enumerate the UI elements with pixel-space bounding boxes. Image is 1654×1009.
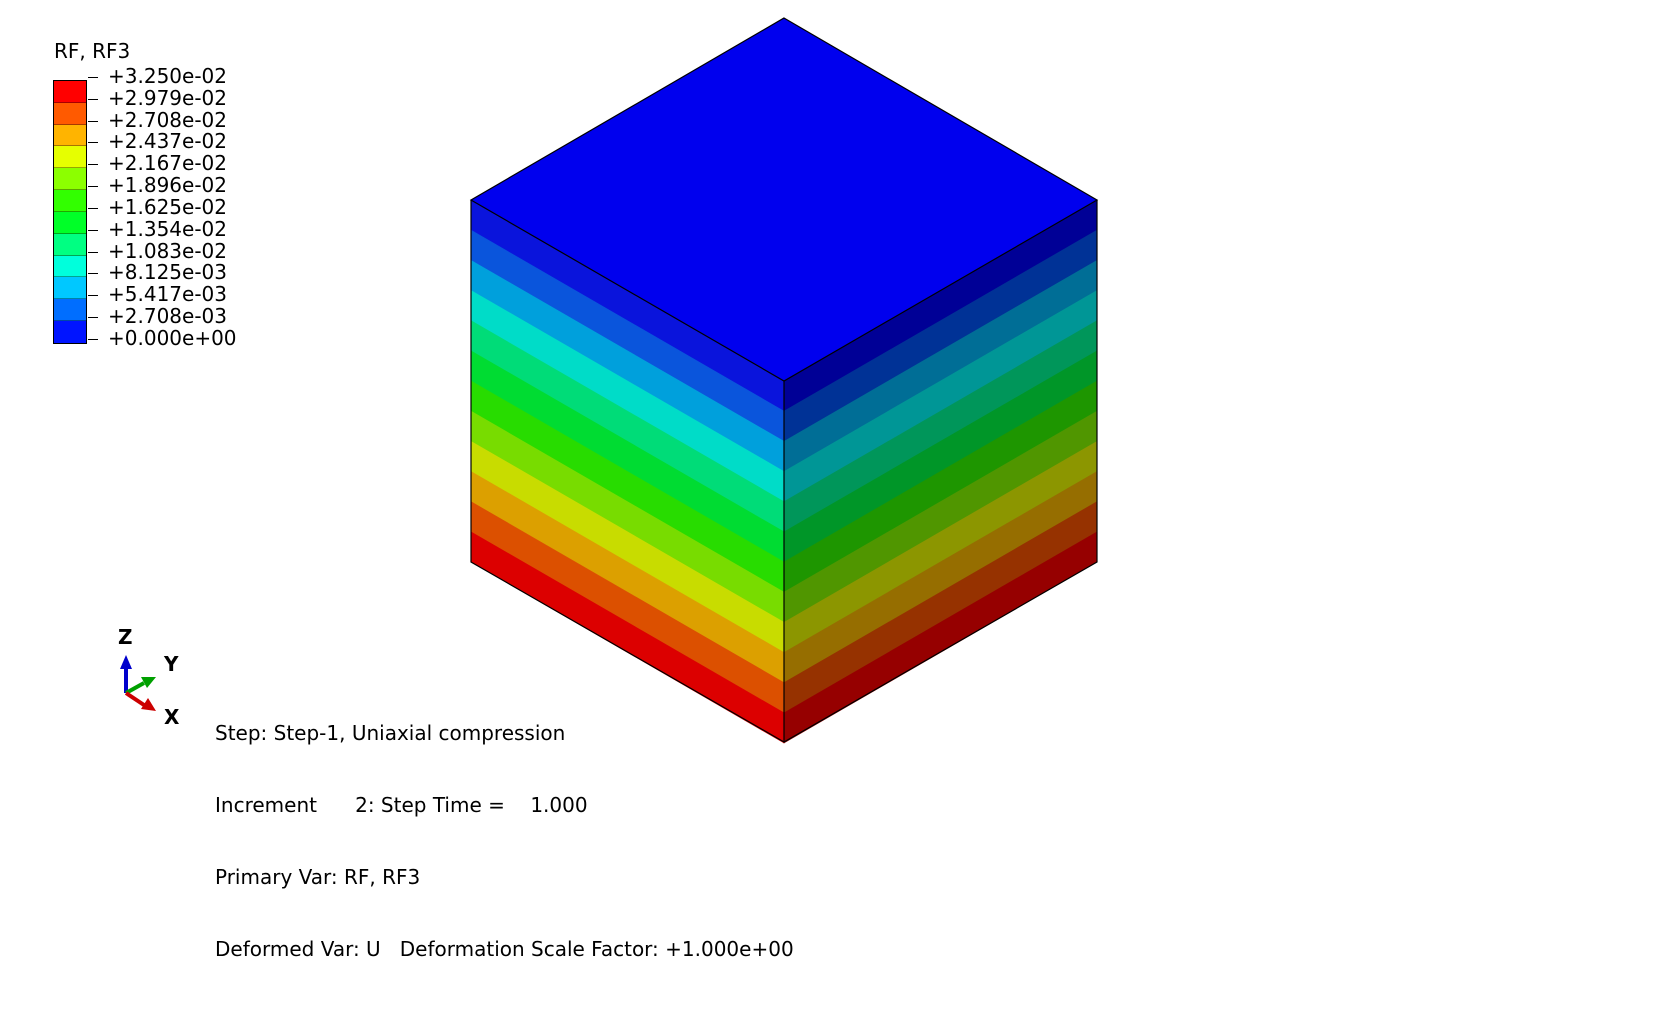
primary-var-info: Primary Var: RF, RF3 [215, 865, 421, 889]
legend-tick-mark [88, 317, 98, 319]
legend-swatch [54, 190, 86, 212]
legend-value: +0.000e+00 [108, 325, 237, 350]
cube-left-face [470, 199, 785, 744]
legend-tick-row: +1.083e-02 [88, 238, 308, 263]
legend-tick-mark [88, 229, 98, 231]
legend-swatch [54, 233, 86, 256]
cube-outline [470, 200, 1098, 743]
legend-tick-mark [88, 164, 98, 166]
legend-value: +1.354e-02 [108, 216, 227, 241]
legend-color-bar [53, 80, 87, 344]
axis-triad: Z Y X [110, 625, 200, 735]
legend-tick-mark [88, 251, 98, 253]
step-info: Step: Step-1, Uniaxial compression [215, 721, 566, 745]
viewport-info-block: Step: Step-1, Uniaxial compression Incre… [215, 673, 794, 1009]
legend-tick-mark [88, 98, 98, 100]
x-axis-arrow-icon [124, 691, 156, 711]
z-axis-label: Z [118, 625, 133, 649]
legend-tick-row: +8.125e-03 [88, 262, 308, 284]
legend-tick-row: +2.708e-03 [88, 304, 308, 329]
legend-tick-mark [88, 295, 98, 297]
legend-swatch [54, 124, 86, 147]
legend-tick-mark [88, 273, 98, 275]
legend-swatch [54, 211, 86, 234]
legend-tick-row: +5.417e-03 [88, 282, 308, 307]
legend-tick-row: +1.896e-02 [88, 173, 308, 198]
legend-value: +2.979e-02 [108, 85, 227, 110]
legend-tick-row: +2.979e-02 [88, 85, 308, 110]
legend-swatch [54, 255, 86, 278]
legend-tick-mark [88, 186, 98, 188]
legend-tick-row: +2.167e-02 [88, 151, 308, 176]
cube-right-face [783, 199, 1098, 744]
legend-tick-row: +1.354e-02 [88, 216, 308, 241]
deformed-var-info: Deformed Var: U Deformation Scale Factor… [215, 937, 794, 961]
legend-tick-mark [88, 338, 98, 340]
legend-swatch [54, 277, 86, 300]
legend-tick-row: +0.000e+00 [88, 325, 308, 350]
legend-value: +2.437e-02 [108, 129, 227, 154]
legend-value: +8.125e-03 [108, 260, 227, 285]
legend-swatch [54, 146, 86, 169]
legend-value: +5.417e-03 [108, 282, 227, 307]
legend-swatch [54, 102, 86, 125]
legend-value: +2.167e-02 [108, 151, 227, 176]
legend-value: +2.708e-02 [108, 107, 227, 132]
legend-value: +1.896e-02 [108, 173, 227, 198]
legend-value: +1.083e-02 [108, 238, 227, 263]
legend-tick-mark [88, 76, 98, 78]
legend-tick-row: +1.625e-02 [88, 194, 308, 219]
legend-tick-mark [88, 142, 98, 144]
legend-tick-mark [88, 207, 98, 209]
legend-tick-row: +2.437e-02 [88, 131, 308, 153]
increment-info: Increment 2: Step Time = 1.000 [215, 793, 588, 817]
legend-swatch [54, 81, 86, 103]
legend-value: +2.708e-03 [108, 304, 227, 329]
legend-tick-row: +2.708e-02 [88, 107, 308, 132]
x-axis-label: X [164, 705, 180, 729]
z-axis-arrow-icon [120, 655, 132, 693]
legend-swatch [54, 168, 86, 191]
legend-labels: +3.250e-02 +2.979e-02 +2.708e-02 +2.437e-02… [88, 64, 308, 350]
viewport[interactable]: RF, RF3 +3.250e-02 +2.979e-02 +2.708e-02 +2… [0, 0, 1654, 961]
legend-value: +3.250e-02 [108, 64, 227, 88]
y-axis-label: Y [164, 652, 179, 676]
y-axis-arrow-icon [125, 677, 156, 695]
legend-tick-row: +3.250e-02 [88, 64, 308, 88]
legend-swatch [54, 299, 86, 322]
legend-tick-mark [88, 120, 98, 122]
legend-swatch [54, 321, 86, 343]
legend-title: RF, RF3 [54, 39, 131, 63]
legend-value: +1.625e-02 [108, 194, 227, 219]
model-cube [469, 17, 1099, 744]
